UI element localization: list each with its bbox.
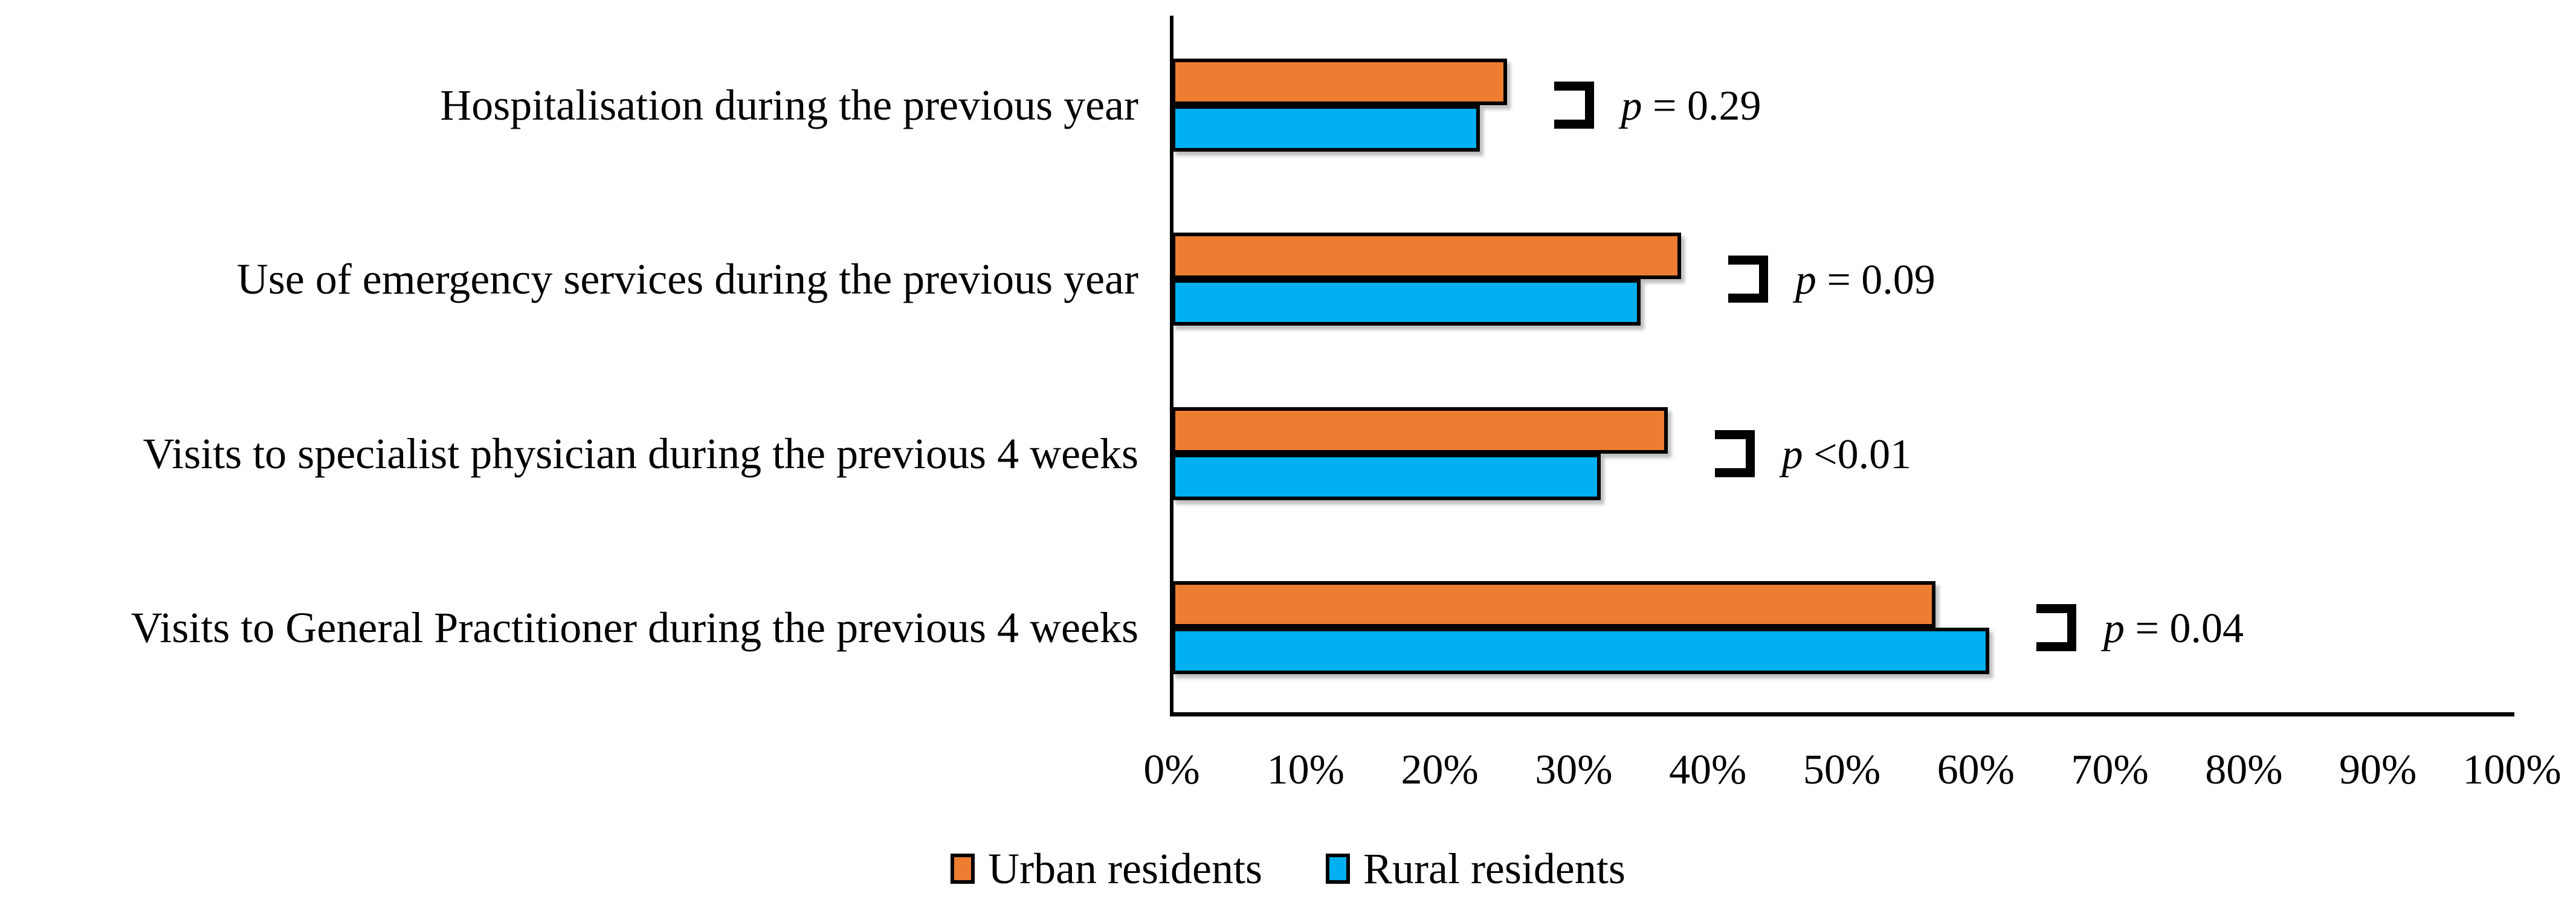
category-label: Visits to General Practitioner during th… xyxy=(131,603,1138,652)
x-tick-label: 90% xyxy=(2339,747,2417,793)
significance-bracket xyxy=(1554,82,1594,129)
x-tick-label: 20% xyxy=(1401,747,1479,793)
rural-residents-bar xyxy=(1172,279,1641,326)
y-axis-line xyxy=(1170,16,1173,716)
rural-residents-bar xyxy=(1172,105,1480,152)
urban-legend-label: Urban residents xyxy=(988,845,1262,893)
p-value-label: p = 0.04 xyxy=(2103,605,2244,652)
x-tick-label: 0% xyxy=(1143,747,1200,793)
x-tick-label: 80% xyxy=(2205,747,2283,793)
urban-legend-swatch xyxy=(951,854,975,884)
significance-bracket xyxy=(1728,256,1768,303)
urban-residents-bar xyxy=(1172,581,1936,628)
legend-item-urban: Urban residents xyxy=(951,847,1262,890)
rural-legend-label: Rural residents xyxy=(1363,845,1625,893)
x-tick-label: 40% xyxy=(1669,747,1747,793)
x-tick-label: 50% xyxy=(1803,747,1881,793)
legend-item-rural: Rural residents xyxy=(1325,845,1625,893)
rural-residents-bar xyxy=(1172,627,1989,674)
urban-residents-bar xyxy=(1172,59,1507,106)
significance-bracket xyxy=(1714,430,1755,477)
x-tick-label: 60% xyxy=(1937,747,2015,793)
urban-residents-bar xyxy=(1172,407,1668,454)
p-value-label: p = 0.09 xyxy=(1795,257,1935,304)
x-tick-label: 30% xyxy=(1535,747,1613,793)
significance-bracket xyxy=(2036,603,2076,651)
category-label: Visits to specialist physician during th… xyxy=(143,429,1138,478)
x-tick-label: 70% xyxy=(2071,747,2149,793)
x-tick-label: 10% xyxy=(1267,747,1344,793)
legend: Urban residents Rural residents xyxy=(0,847,2576,890)
category-label: Use of emergency services during the pre… xyxy=(236,255,1138,304)
rural-legend-swatch xyxy=(1325,854,1350,884)
x-axis-line xyxy=(1170,712,2514,716)
rural-residents-bar xyxy=(1172,453,1601,500)
p-value-label: p <0.01 xyxy=(1781,431,1912,478)
category-label: Hospitalisation during the previous year xyxy=(440,81,1138,130)
x-tick-label: 100% xyxy=(2462,747,2561,793)
urban-residents-bar xyxy=(1172,233,1681,280)
p-value-label: p = 0.29 xyxy=(1621,83,1761,130)
